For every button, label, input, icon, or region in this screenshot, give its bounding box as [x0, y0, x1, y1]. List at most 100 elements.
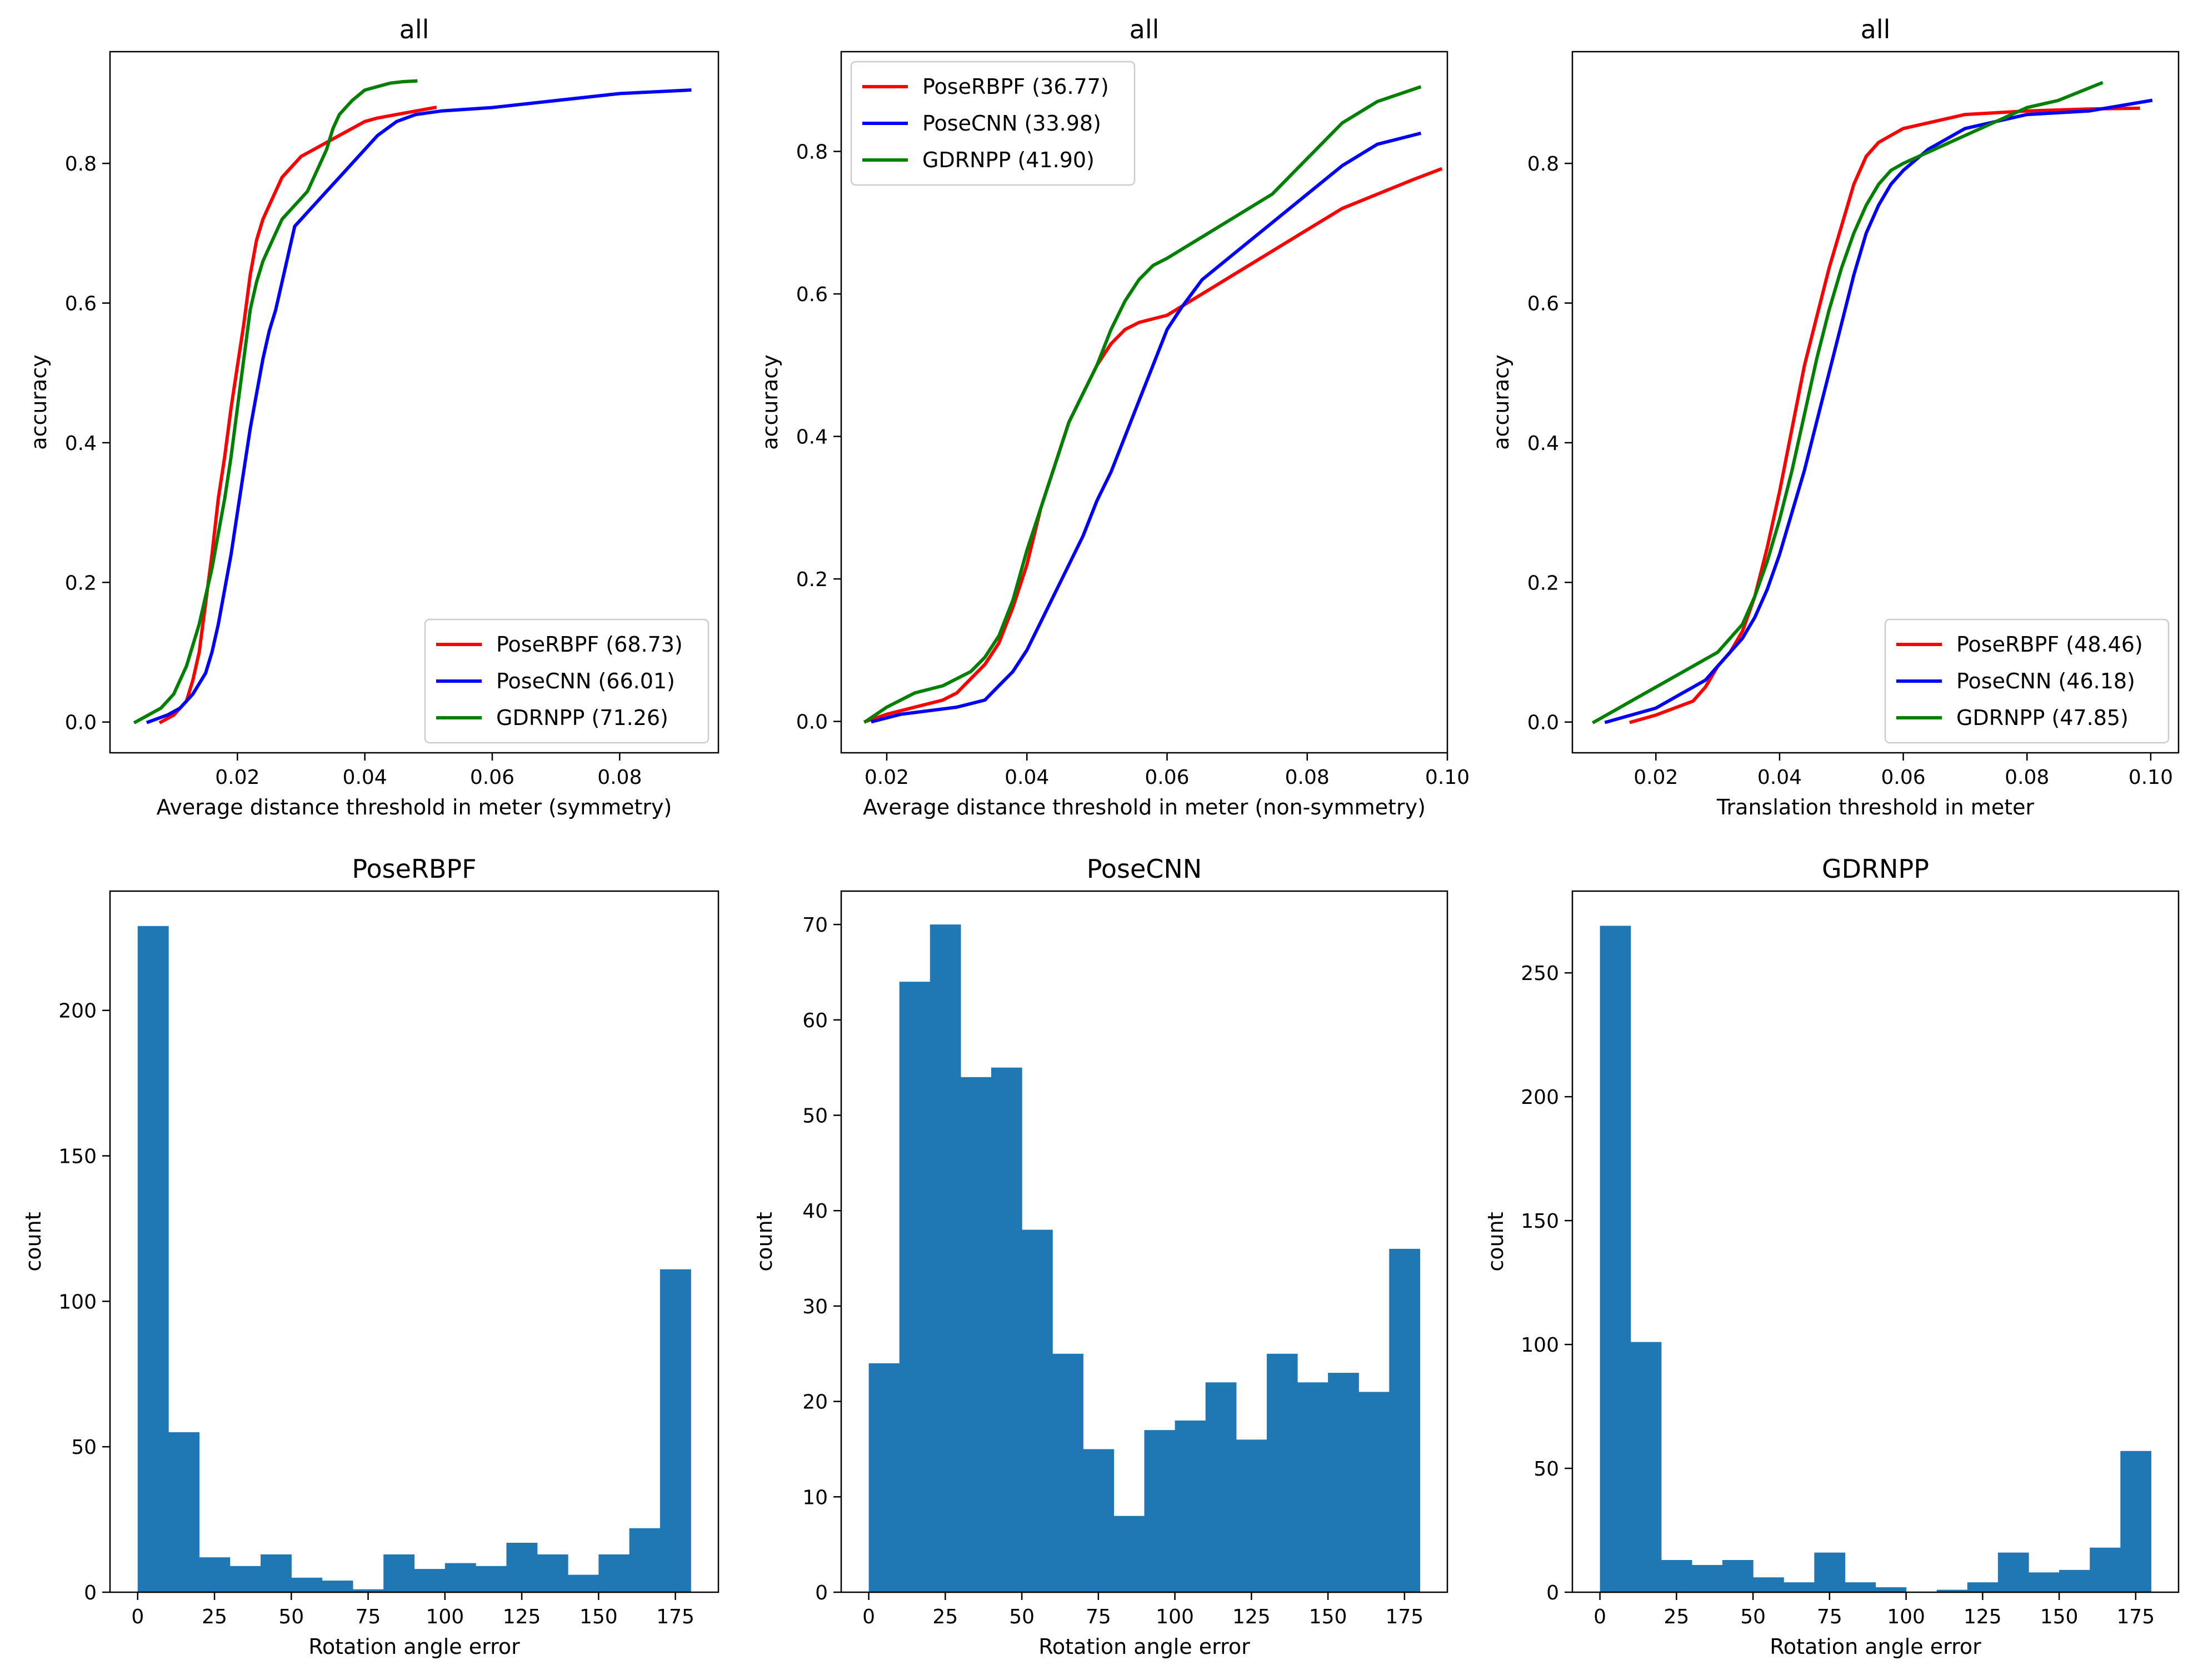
x-tick-label: 25 — [1664, 1606, 1689, 1628]
histogram-bar — [2120, 1451, 2152, 1592]
y-tick-label: 0.6 — [65, 293, 97, 316]
legend: PoseRBPF (48.46) PoseCNN (46.18) GDRNPP (4… — [1884, 618, 2170, 744]
histogram-bar — [1113, 1516, 1145, 1592]
legend-box — [1884, 618, 2170, 744]
histogram-bar — [1389, 1248, 1421, 1592]
chart-4: 0 25 50 75 100 125 150 175 0 50 100 150 200 PoseRBPF R… — [21, 854, 720, 1659]
series-lines — [133, 79, 692, 724]
legend-label: PoseRBPF (36.77) — [922, 74, 1109, 99]
y-tick-label: 250 — [1521, 962, 1559, 985]
x-tick-label: 0.02 — [215, 766, 259, 789]
histogram-bars — [868, 924, 1421, 1592]
y-tick-label: 30 — [802, 1296, 828, 1318]
x-tick-label: 75 — [1817, 1606, 1842, 1628]
x-tick-label: 0.04 — [343, 766, 387, 789]
histogram-bar — [1967, 1582, 1999, 1592]
x-tick-label: 50 — [1009, 1606, 1035, 1628]
histogram-bar — [137, 926, 169, 1592]
series-lines — [863, 85, 1443, 724]
histogram-bar — [476, 1566, 507, 1592]
histogram-bars — [137, 926, 691, 1592]
chart-6: 0 25 50 75 100 125 150 175 0 50 100 150 200 250 GDRNPP… — [1483, 854, 2180, 1659]
series-line-gdrnpp — [1591, 81, 2104, 724]
histogram-bar — [991, 1067, 1022, 1592]
histogram-bar — [414, 1569, 446, 1592]
x-tick-label: 50 — [278, 1606, 304, 1628]
histogram-bar — [1022, 1229, 1053, 1592]
histogram-bar — [1936, 1589, 1968, 1592]
histogram-bar — [506, 1542, 538, 1592]
y-tick-label: 0 — [1546, 1582, 1559, 1604]
histogram-bar — [352, 1589, 384, 1592]
histogram-bar — [930, 924, 961, 1592]
y-tick-label: 60 — [802, 1009, 828, 1032]
y-tick-label: 0.2 — [1527, 572, 1559, 594]
histogram-bar — [1784, 1582, 1815, 1592]
histogram-bar — [444, 1563, 476, 1592]
y-tick-label: 0.8 — [1527, 153, 1559, 176]
x-tick-label: 50 — [1740, 1606, 1766, 1628]
x-axis-label: Rotation angle error — [1038, 1634, 1250, 1659]
chart-title: all — [399, 14, 429, 44]
x-axis-label: Average distance threshold in meter (non… — [863, 795, 1426, 819]
y-axis: 0 50 100 150 200 — [58, 1000, 110, 1604]
y-tick-label: 0.0 — [1527, 712, 1559, 734]
y-tick-label: 100 — [58, 1291, 97, 1313]
x-tick-label: 0.02 — [865, 766, 909, 789]
histogram-bar — [1144, 1430, 1176, 1592]
x-tick-label: 175 — [1385, 1606, 1423, 1628]
x-tick-label: 0.06 — [1881, 766, 1926, 789]
y-tick-label: 150 — [58, 1146, 97, 1168]
y-axis-label: accuracy — [27, 354, 51, 449]
x-tick-label: 0 — [1593, 1606, 1606, 1628]
histogram-bar — [537, 1554, 568, 1592]
histogram-bar — [1875, 1587, 1907, 1592]
histogram-bar — [383, 1554, 415, 1592]
histogram-bar — [1722, 1560, 1754, 1592]
x-axis-label: Rotation angle error — [308, 1634, 520, 1659]
y-tick-label: 100 — [1521, 1334, 1559, 1357]
y-tick-label: 10 — [802, 1486, 828, 1509]
x-axis: 0 25 50 75 100 125 150 175 — [862, 1592, 1423, 1628]
histogram-bar — [899, 982, 931, 1592]
histogram-bar — [1691, 1564, 1723, 1592]
x-tick-label: 0.08 — [597, 766, 642, 789]
y-tick-label: 0.4 — [65, 432, 97, 455]
histogram-bar — [1328, 1373, 1359, 1592]
x-tick-label: 0.04 — [1757, 766, 1802, 789]
y-axis-label: count — [21, 1212, 46, 1271]
histogram-bar — [260, 1554, 292, 1592]
x-tick-label: 150 — [1309, 1606, 1347, 1628]
y-tick-label: 0 — [84, 1582, 97, 1604]
y-tick-label: 0 — [815, 1582, 828, 1604]
histogram-bar — [1205, 1382, 1237, 1592]
y-axis-label: accuracy — [1489, 354, 1513, 449]
y-tick-label: 0.0 — [65, 712, 97, 734]
chart-title: all — [1861, 14, 1891, 44]
x-tick-label: 125 — [1964, 1606, 2002, 1628]
histogram-bar — [1814, 1552, 1845, 1592]
histogram-bar — [1052, 1353, 1083, 1592]
x-tick-label: 125 — [503, 1606, 541, 1628]
legend-label: GDRNPP (71.26) — [496, 706, 668, 730]
histogram-bar — [1266, 1353, 1298, 1592]
x-tick-label: 175 — [2116, 1606, 2155, 1628]
histogram-bar — [2029, 1572, 2060, 1592]
x-tick-label: 0.08 — [2005, 766, 2049, 789]
y-tick-label: 0.2 — [796, 568, 828, 591]
chart-title: PoseCNN — [1087, 854, 1202, 884]
histogram-bar — [229, 1566, 261, 1592]
x-tick-label: 0 — [131, 1606, 144, 1628]
x-tick-label: 100 — [1156, 1606, 1194, 1628]
x-tick-label: 175 — [656, 1606, 695, 1628]
y-tick-label: 200 — [58, 1000, 97, 1023]
x-axis: 0 25 50 75 100 125 150 175 — [131, 1592, 695, 1628]
histogram-bar — [1083, 1449, 1114, 1592]
y-axis-label: count — [752, 1212, 777, 1271]
legend-label: PoseRBPF (48.46) — [1956, 632, 2143, 657]
series-line-posecnn — [871, 131, 1422, 724]
histogram-bar — [199, 1557, 231, 1592]
series-lines — [1591, 81, 2153, 724]
y-tick-label: 0.8 — [796, 141, 828, 164]
